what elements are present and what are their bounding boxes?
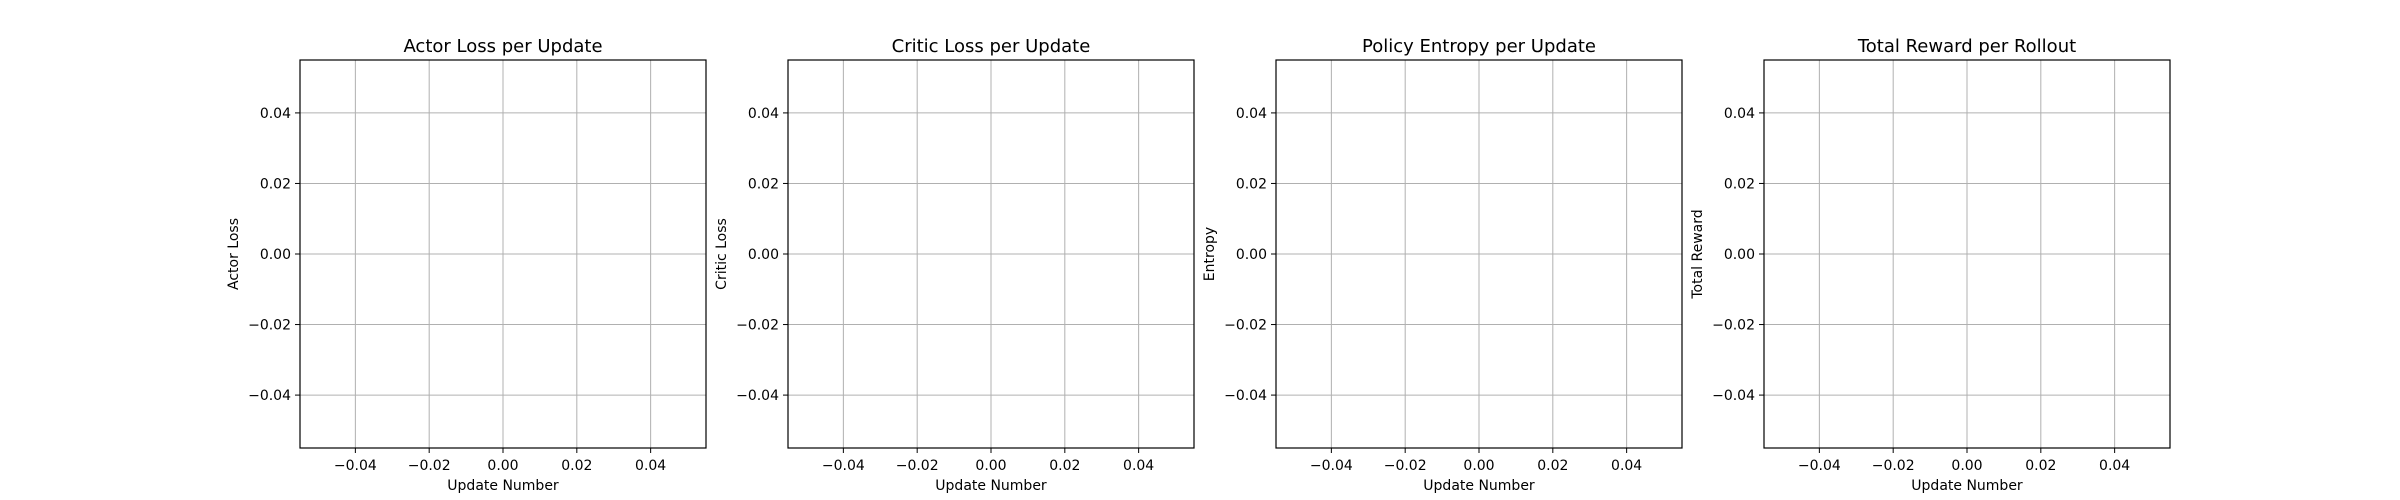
y-tick-label: −0.04 [736,388,779,404]
y-tick-label: 0.02 [1236,176,1267,192]
x-axis-label: Update Number [1423,478,1535,494]
y-tick-label: 0.04 [1724,106,1755,122]
y-tick-label: −0.02 [1712,318,1755,334]
y-tick-label: 0.04 [260,106,291,122]
x-tick-label: −0.04 [1798,458,1841,474]
x-tick-label: −0.02 [896,458,939,474]
x-tick-label: 0.04 [2099,458,2130,474]
y-tick-label: 0.00 [1724,247,1755,263]
x-tick-label: 0.02 [1537,458,1568,474]
subplot-title: Policy Entropy per Update [1362,36,1596,57]
y-tick-label: 0.02 [748,176,779,192]
x-tick-label: 0.02 [561,458,592,474]
y-tick-label: 0.04 [748,106,779,122]
subplot-4: −0.04 −0.02 0.00 0.02 0.04 0.04 0.02 0.00 −0.02 −… [1690,36,2171,494]
subplot-3: −0.04 −0.02 0.00 0.02 0.04 0.04 0.02 0.00 −0.02 −… [1202,36,1683,494]
y-axis-label: Actor Loss [226,218,242,290]
subplot-1: −0.04 −0.02 0.00 0.02 0.04 0.04 0.02 0.00 −0.02 −… [226,36,707,494]
x-tick-label: 0.04 [635,458,666,474]
subplot-title: Total Reward per Rollout [1857,36,2076,57]
y-tick-label: 0.00 [748,247,779,263]
x-tick-label: −0.04 [822,458,865,474]
y-axis-label: Entropy [1202,227,1218,281]
subplot-title: Critic Loss per Update [892,36,1091,57]
x-axis-label: Update Number [1911,478,2023,494]
y-tick-label: −0.04 [248,388,291,404]
y-axis-label: Critic Loss [714,218,730,290]
x-tick-label: 0.04 [1123,458,1154,474]
y-tick-label: 0.00 [260,247,291,263]
x-tick-label: 0.00 [1463,458,1494,474]
y-axis-label: Total Reward [1690,209,1706,299]
y-tick-label: −0.02 [1224,318,1267,334]
subplot-title: Actor Loss per Update [403,36,602,57]
x-tick-label: −0.02 [1872,458,1915,474]
y-tick-label: −0.04 [1224,388,1267,404]
y-tick-label: −0.04 [1712,388,1755,404]
x-axis-label: Update Number [447,478,559,494]
x-axis-label: Update Number [935,478,1047,494]
y-tick-label: 0.02 [260,176,291,192]
x-tick-label: −0.02 [408,458,451,474]
x-tick-label: −0.04 [334,458,377,474]
y-tick-label: 0.00 [1236,247,1267,263]
x-tick-label: 0.00 [975,458,1006,474]
subplot-2: −0.04 −0.02 0.00 0.02 0.04 0.04 0.02 0.00 −0.02 −… [714,36,1195,494]
x-tick-label: −0.04 [1310,458,1353,474]
x-tick-label: 0.04 [1611,458,1642,474]
x-tick-label: 0.00 [487,458,518,474]
y-tick-label: 0.02 [1724,176,1755,192]
x-tick-label: 0.02 [2025,458,2056,474]
y-tick-label: −0.02 [248,318,291,334]
y-tick-label: 0.04 [1236,106,1267,122]
x-tick-label: −0.02 [1384,458,1427,474]
x-tick-label: 0.02 [1049,458,1080,474]
x-tick-label: 0.00 [1951,458,1982,474]
y-tick-label: −0.02 [736,318,779,334]
